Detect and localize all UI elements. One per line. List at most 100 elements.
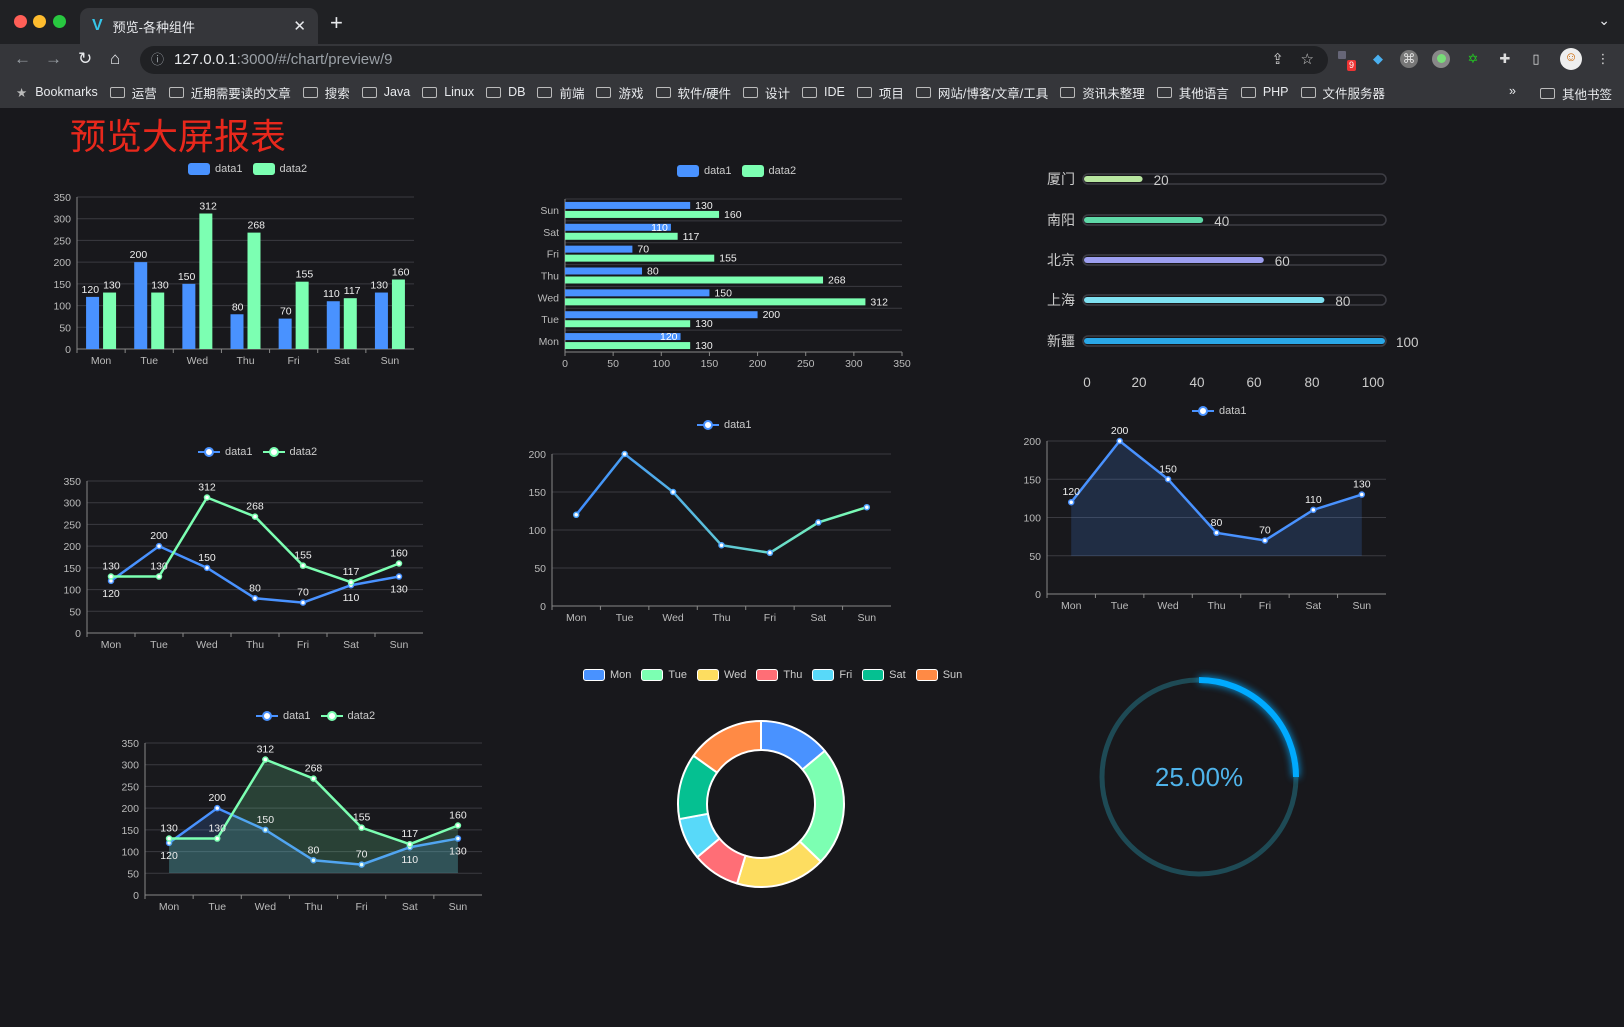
legend-label: data1 <box>724 419 752 431</box>
legend-item[interactable]: data2 <box>320 710 375 722</box>
side-panel-icon[interactable]: ▯ <box>1532 51 1540 66</box>
bookmark-item[interactable]: 软件/硬件 <box>655 83 731 102</box>
bookmark-item[interactable]: 资讯未整理 <box>1060 83 1145 102</box>
bookmark-item[interactable]: 文件服务器 <box>1300 83 1385 102</box>
legend-item[interactable]: data1 <box>1192 405 1247 417</box>
other-bookmarks[interactable]: 其他书签 <box>1539 84 1612 103</box>
legend-item[interactable]: data2 <box>252 163 307 175</box>
x-tick-label: Thu <box>712 612 730 624</box>
legend-item[interactable]: data2 <box>741 165 797 177</box>
legend-item[interactable]: data1 <box>256 710 311 722</box>
bookmark-item[interactable]: 前端 <box>537 83 584 102</box>
legend-item[interactable]: Sat <box>862 669 906 681</box>
legend-item[interactable]: Wed <box>696 669 746 681</box>
new-tab-button[interactable]: + <box>330 10 343 35</box>
legend-item[interactable]: Fri <box>812 669 852 681</box>
legend-item[interactable]: Sun <box>915 669 962 681</box>
reload-icon[interactable]: ↻ <box>78 49 93 68</box>
legend-item[interactable]: Tue <box>641 669 687 681</box>
bookmark-item[interactable]: 游戏 <box>596 83 644 102</box>
puzzle-extensions-icon[interactable]: ✚ <box>1499 51 1511 66</box>
folder-icon <box>1240 86 1256 98</box>
data-point <box>1261 537 1269 544</box>
close-window-button[interactable] <box>14 15 27 28</box>
home-icon[interactable]: ⌂ <box>110 49 121 68</box>
legend-swatch <box>641 669 664 681</box>
x-tick-label: Mon <box>91 355 112 367</box>
legend-item[interactable]: data1 <box>188 163 243 175</box>
site-info-icon[interactable]: ⓘ <box>151 52 165 67</box>
y-tick-label: 200 <box>1023 436 1041 448</box>
x-tick-label: 0 <box>1083 375 1091 390</box>
legend-item[interactable]: Mon <box>583 669 631 681</box>
point-value-label: 150 <box>198 552 216 564</box>
chart-legend: data1 data2 <box>198 446 327 458</box>
data-point <box>299 562 307 569</box>
more-bookmarks-button[interactable]: » <box>1509 84 1516 98</box>
bookmark-item[interactable]: 近期需要读的文章 <box>168 83 291 102</box>
gem-extension-icon[interactable]: ◆ <box>1373 51 1383 66</box>
legend-item[interactable]: data1 <box>198 446 253 458</box>
legend-item[interactable]: data1 <box>697 419 752 431</box>
maximize-window-button[interactable] <box>53 15 66 28</box>
y-tick-label: Mon <box>539 336 560 348</box>
back-icon[interactable]: ← <box>14 49 31 68</box>
browser-tab[interactable]: V 预览-各种组件 ✕ <box>80 8 318 44</box>
progress-value: 40 <box>1214 214 1229 229</box>
bookmark-label: 前端 <box>559 86 585 101</box>
progress-label: 新疆 <box>1047 333 1075 349</box>
extension-icon[interactable] <box>1338 51 1346 59</box>
minimize-window-button[interactable] <box>33 15 46 28</box>
x-tick-label: 100 <box>653 358 671 370</box>
bookmark-item[interactable]: 搜索 <box>302 83 350 102</box>
bookmark-item[interactable]: 运营 <box>109 83 157 102</box>
progress-value: 80 <box>1335 294 1350 309</box>
point-value-label: 268 <box>305 763 323 775</box>
bookmark-item[interactable]: ★ Bookmarks <box>16 85 98 100</box>
close-tab-icon[interactable]: ✕ <box>293 18 306 35</box>
command-extension-icon[interactable]: ⌘ <box>1400 50 1418 68</box>
bookmark-item[interactable]: Java <box>361 85 410 99</box>
bar-data2 <box>565 232 678 240</box>
bookmark-star-icon[interactable]: ☆ <box>1300 51 1314 68</box>
data-point <box>155 542 163 550</box>
bar-data1 <box>182 283 196 349</box>
bookmark-item[interactable]: PHP <box>1240 85 1289 99</box>
bookmarks-bar: ★ Bookmarks 运营 近期需要读的文章 搜索 Java Linux DB 前端 游戏 软件/… <box>0 76 1624 108</box>
point-value-label: 130 <box>449 846 467 858</box>
bookmark-item[interactable]: DB <box>486 85 525 99</box>
area-data1 <box>1071 441 1362 556</box>
legend-item[interactable]: data1 <box>677 165 732 177</box>
data-point <box>358 861 365 868</box>
bookmark-item[interactable]: 项目 <box>856 83 904 102</box>
data-point <box>454 822 462 829</box>
bookmark-label: 软件/硬件 <box>677 86 731 101</box>
bookmark-item[interactable]: Linux <box>422 85 474 99</box>
bar-value-label: 312 <box>199 201 217 213</box>
tab-search-chevron-icon[interactable]: ⌄ <box>1598 12 1610 28</box>
circle-extension-icon[interactable] <box>1432 50 1450 68</box>
legend-item[interactable]: Thu <box>756 669 802 681</box>
x-tick-label: Tue <box>150 639 168 651</box>
forward-icon[interactable]: → <box>45 49 62 68</box>
star-extension-icon[interactable]: ✡ <box>1467 51 1479 66</box>
point-value-label: 155 <box>294 550 312 562</box>
bookmark-item[interactable]: 设计 <box>742 83 790 102</box>
y-tick-label: 50 <box>59 322 71 334</box>
profile-avatar[interactable]: ☺ <box>1560 48 1582 70</box>
dashboard: 预览大屏报表 0 50 100 150 200 250 300 350 Mon Tue Wed Thu… <box>0 108 1624 1027</box>
folder-icon <box>486 86 502 98</box>
bookmark-item[interactable]: 网站/博客/文章/工具 <box>915 83 1048 102</box>
share-icon[interactable]: ⇪ <box>1271 51 1284 68</box>
legend-label: data2 <box>768 165 797 177</box>
data-point <box>1164 476 1172 483</box>
bookmark-item[interactable]: IDE <box>802 85 845 99</box>
menu-kebab-icon[interactable]: ⋮ <box>1596 51 1610 66</box>
y-tick-label: Sun <box>540 205 559 217</box>
bar-data2 <box>199 213 213 349</box>
bookmark-item[interactable]: 其他语言 <box>1156 83 1229 102</box>
y-tick-label: 150 <box>53 279 71 291</box>
address-bar[interactable]: ⓘ 127.0.0.1:3000/#/chart/preview/9 ⇪ ☆ <box>140 46 1328 74</box>
point-value-label: 70 <box>297 587 309 599</box>
legend-item[interactable]: data2 <box>262 446 317 458</box>
